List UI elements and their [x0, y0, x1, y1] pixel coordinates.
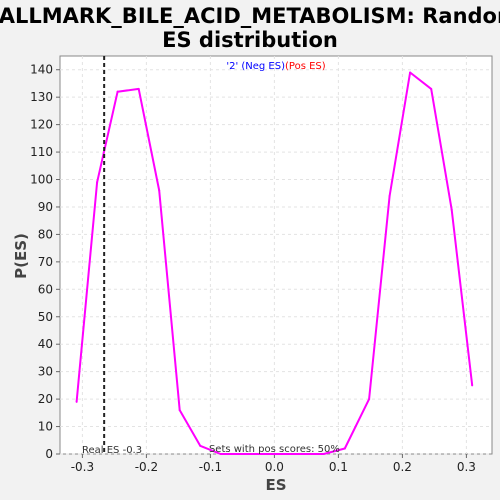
real-es-label: Real ES -0.3: [82, 445, 142, 456]
data-point: [471, 384, 474, 387]
x-axis-label: ES: [265, 476, 286, 494]
data-point: [116, 90, 119, 93]
data-point: [281, 453, 284, 455]
y-tick-label: 40: [38, 337, 53, 351]
y-tick-label: 10: [38, 420, 53, 434]
x-tick-label: -0.1: [199, 460, 222, 474]
data-point: [302, 453, 305, 455]
y-tick-label: 60: [38, 282, 53, 296]
y-tick-label: 80: [38, 227, 53, 241]
legend-neg-es: (Neg ES): [241, 61, 285, 72]
chart-title-line-2: ES distribution: [162, 28, 338, 52]
data-point: [240, 453, 243, 455]
data-point: [75, 400, 78, 403]
x-tick-label: -0.3: [71, 460, 94, 474]
grid-lines: [60, 56, 492, 455]
y-tick-label: 20: [38, 392, 53, 406]
chart-title-line-1: HALLMARK_BILE_ACID_METABOLISM: Random: [0, 4, 500, 28]
data-point: [178, 409, 181, 412]
y-axis: 0 10 20 30 40 50 60 70 80 90 100 110 120 130 140: [30, 63, 60, 461]
y-tick-label: 70: [38, 255, 53, 269]
data-point: [322, 453, 325, 455]
y-tick-label: 50: [38, 310, 53, 324]
y-tick-label: 0: [45, 447, 53, 461]
x-tick-label: -0.2: [135, 460, 158, 474]
y-tick-label: 110: [30, 145, 53, 159]
data-point: [450, 208, 453, 211]
data-point: [368, 398, 371, 401]
y-tick-label: 100: [30, 173, 53, 187]
x-tick-label: 0.2: [393, 460, 412, 474]
x-axis: -0.3 -0.2 -0.1 0.0 0.1 0.2 0.3: [71, 454, 476, 474]
x-tick-label: 0.0: [265, 460, 284, 474]
x-tick-label: 0.1: [329, 460, 348, 474]
data-point: [199, 444, 202, 447]
data-point: [158, 189, 161, 192]
y-tick-label: 130: [30, 90, 53, 104]
y-tick-label: 120: [30, 118, 53, 132]
legend-pos-es: (Pos ES): [285, 61, 326, 72]
series-line: [75, 71, 474, 455]
y-tick-label: 90: [38, 200, 53, 214]
y-tick-label: 30: [38, 365, 53, 379]
data-point: [430, 87, 433, 90]
pos-sets-label: Sets with pos scores: 50%: [209, 444, 340, 455]
data-point: [137, 87, 140, 90]
legend: '2' (Neg ES)(Pos ES): [226, 61, 325, 72]
data-point: [388, 194, 391, 197]
data-point: [96, 181, 99, 184]
data-point: [261, 453, 264, 455]
data-point: [409, 71, 412, 74]
y-axis-label: P(ES): [12, 233, 30, 279]
x-tick-label: 0.3: [457, 460, 476, 474]
data-point: [343, 447, 346, 450]
data-point: [219, 453, 222, 455]
y-tick-label: 140: [30, 63, 53, 77]
series-layer: [75, 71, 474, 455]
legend-prefix: '2': [226, 61, 241, 72]
plot-area: [59, 55, 493, 455]
